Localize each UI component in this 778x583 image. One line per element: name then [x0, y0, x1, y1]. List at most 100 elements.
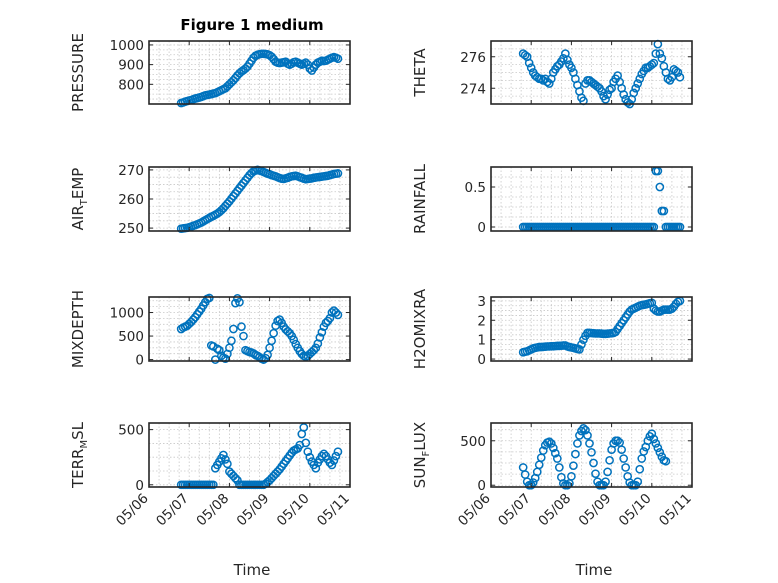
rainfall-grid: [490, 166, 693, 231]
mixdepth-point: [325, 313, 335, 323]
mixdepth-series: [176, 293, 343, 364]
h2omixra-point: [577, 340, 586, 349]
theta-ytick-label: 274: [460, 81, 486, 97]
rainfall-ytick-label: 0.5: [465, 180, 486, 196]
terr-msl-xtick-label: 05/06: [113, 491, 152, 530]
theta-point: [651, 49, 661, 58]
terr-msl-ylabel-part: TERR: [69, 449, 87, 490]
pressure-ytick-label: 800: [118, 77, 144, 93]
theta-point: [563, 55, 572, 65]
theta-point: [663, 74, 673, 84]
mixdepth-point: [311, 343, 321, 353]
pressure-axes-box: [148, 40, 351, 105]
sun-flux-point: [573, 439, 582, 448]
sun-flux-point: [621, 463, 631, 472]
sun-flux-xtick-label: 05/10: [616, 491, 655, 530]
x-axis-label-right: Time: [575, 561, 613, 579]
terr-msl-ytick-label: 0: [135, 478, 144, 494]
sun-flux-point: [649, 434, 659, 444]
sun-flux-point: [651, 439, 661, 448]
air-temp-ylabel-part: EMP: [69, 168, 87, 199]
theta-point: [520, 50, 530, 60]
terr-msl-xtick-label: 05/08: [193, 491, 232, 530]
mixdepth-point: [229, 324, 238, 334]
terr-msl-ytick-label: 500: [118, 423, 144, 439]
mixdepth-point: [317, 327, 327, 337]
h2omixra-axes-box: [490, 296, 693, 362]
rainfall-axes-box: [490, 166, 693, 232]
theta-point: [526, 63, 536, 73]
mixdepth-point: [333, 310, 343, 320]
sun-flux-point: [569, 461, 578, 471]
mixdepth-ylabel: MIXDEPTH: [69, 290, 87, 368]
sun-flux-point: [639, 447, 649, 456]
theta-point: [647, 60, 657, 69]
sun-flux-point: [546, 439, 556, 448]
panel-terr-msl: 0 500 TERRMSL 05/06 05/07 05/08 05/09 05/10 05/1…: [69, 421, 353, 529]
sun-flux-xtick-label: 05/07: [495, 491, 534, 530]
mixdepth-ytick-label: 0: [135, 353, 144, 369]
figure-title: Figure 1 medium: [180, 16, 323, 34]
mixdepth-axes-box: [148, 296, 351, 362]
rainfall-ylabel: RAINFALL: [411, 163, 429, 234]
sun-flux-point: [538, 446, 548, 455]
rainfall-point: [655, 182, 665, 192]
sun-flux-point: [579, 423, 588, 433]
sun-flux-xtick-label: 05/09: [576, 491, 615, 530]
mixdepth-point: [235, 297, 244, 307]
h2omixra-series: [518, 296, 685, 357]
pressure-ytick-label: 900: [118, 58, 144, 74]
sun-flux-point: [591, 469, 600, 479]
h2omixra-ytick-label: 2: [477, 313, 486, 329]
theta-point: [657, 53, 667, 63]
theta-point: [605, 85, 614, 95]
mixdepth-ytick-label: 500: [118, 329, 144, 345]
sun-flux-point: [617, 445, 627, 455]
sun-flux-point: [571, 449, 580, 459]
sun-flux-point: [581, 425, 590, 435]
terr-msl-ylabel-part: SL: [69, 421, 87, 440]
sun-flux-series: [518, 423, 671, 490]
terr-msl-xtick-label: 05/10: [274, 491, 313, 530]
pressure-point: [301, 58, 311, 68]
sun-flux-point: [567, 471, 576, 481]
terr-msl-point: [301, 438, 311, 448]
mixdepth-point: [267, 336, 276, 346]
terr-msl-xtick-label: 05/07: [153, 491, 192, 530]
theta-point: [619, 90, 629, 99]
terr-msl-point: [329, 456, 339, 465]
mixdepth-point: [227, 336, 236, 346]
sun-flux-ytick-label: 0: [477, 478, 486, 494]
air-temp-ylabel: AIRTEMP: [69, 168, 90, 231]
theta-point: [673, 68, 683, 77]
mixdepth-point: [204, 293, 214, 303]
air-temp-ylabel-part: AIR: [69, 205, 87, 230]
sun-flux-point: [528, 478, 538, 487]
theta-series: [518, 39, 685, 109]
air-temp-point: [333, 169, 343, 178]
theta-point: [603, 90, 612, 99]
panel-pressure: 800 900 1000 PRESSURE: [69, 33, 351, 112]
theta-ytick-label: 276: [460, 50, 486, 66]
panel-mixdepth: 0 500 1000 MIXDEPTH: [69, 290, 351, 369]
sun-flux-point: [661, 456, 671, 466]
theta-point: [559, 53, 568, 63]
air-temp-series: [176, 165, 343, 234]
h2omixra-ytick-label: 0: [477, 352, 486, 368]
terr-msl-point: [221, 455, 230, 464]
terr-msl-point: [331, 451, 341, 461]
rainfall-point: [659, 206, 669, 216]
theta-point: [671, 66, 681, 76]
sun-flux-xtick-label: 05/11: [656, 491, 695, 530]
terr-msl-ylabel-sub: M: [79, 440, 90, 449]
air-temp-axes-box: [148, 166, 351, 232]
mixdepth-point: [212, 344, 222, 354]
terr-msl-point: [327, 460, 337, 470]
sun-flux-ylabel-sub: F: [421, 450, 432, 456]
theta-point: [567, 63, 576, 73]
sun-flux-point: [647, 429, 657, 439]
theta-axes-box: [490, 40, 693, 105]
theta-point: [675, 72, 685, 82]
sun-flux-point: [603, 467, 612, 477]
terr-msl-point: [333, 447, 343, 457]
